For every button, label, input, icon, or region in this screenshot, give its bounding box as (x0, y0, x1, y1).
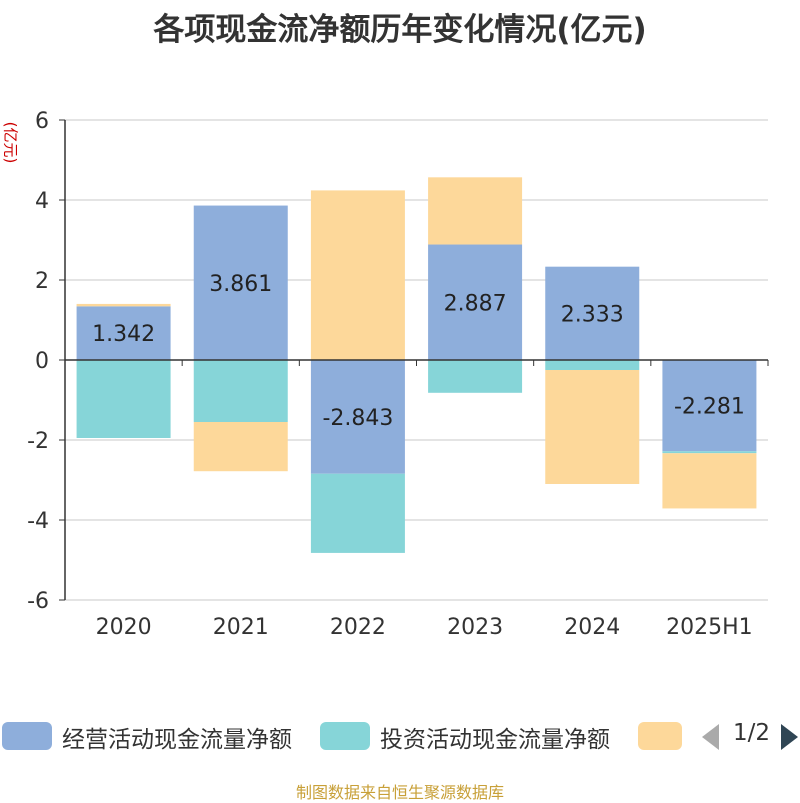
data-label: 1.342 (92, 322, 155, 347)
data-label: -2.281 (674, 395, 745, 420)
chart-area: 6 4 2 0 -2 -4 -6 1.342 3.861 -2.843 2.887 2.333 -2.2… (27, 109, 769, 640)
y-tick-label: -4 (27, 509, 49, 534)
legend-page-indicator: 1/2 (733, 720, 771, 746)
x-tick-label: 2023 (447, 615, 503, 640)
bar-series0-2021 (193, 205, 288, 360)
y-tick-label: -2 (27, 429, 49, 454)
data-label: 2.887 (444, 291, 507, 316)
y-tick-label: 0 (35, 349, 49, 374)
data-label: 2.333 (561, 302, 624, 327)
bar-series2-2023 (428, 177, 523, 245)
legend-prev-arrow-icon[interactable] (702, 724, 719, 750)
legend: 经营活动现金流量净额 投资活动现金流量净额 (0, 716, 800, 756)
legend-swatch-operating (2, 722, 52, 750)
bar-series1-2024 (545, 360, 640, 370)
x-tick-label: 2021 (213, 615, 269, 640)
source-note: 制图数据来自恒生聚源数据库 (295, 783, 504, 802)
legend-label-investing: 投资活动现金流量净额 (380, 727, 610, 753)
bar-series0-2024 (545, 266, 640, 360)
bar-series0-2023 (428, 244, 523, 360)
data-label: 3.861 (209, 272, 272, 297)
bar-series1-2020 (76, 360, 171, 438)
bar-series2-2022 (310, 190, 405, 360)
bar-series1-2023 (428, 360, 523, 393)
bar-series0-2025H1 (662, 360, 757, 452)
bar-series1-2022 (310, 473, 405, 553)
legend-label-operating: 经营活动现金流量净额 (62, 727, 292, 753)
bar-series2-2020 (76, 303, 171, 307)
x-tick-label: 2025H1 (666, 615, 753, 640)
x-tick-label: 2022 (330, 615, 386, 640)
bar-series1-2025H1 (662, 451, 757, 454)
legend-swatch-investing (320, 722, 370, 750)
y-tick-label: 2 (35, 269, 49, 294)
bar-series2-2021 (193, 422, 288, 472)
y-tick-label: 6 (35, 109, 49, 134)
y-tick-label: -6 (27, 589, 49, 614)
x-tick-label: 2024 (564, 615, 620, 640)
bar-series0-2020 (76, 306, 171, 360)
bar-series2-2025H1 (662, 453, 757, 509)
chart-title: 各项现金流净额历年变化情况(亿元) (153, 12, 647, 48)
legend-pager: 1/2 (700, 716, 800, 756)
bar-series1-2021 (193, 360, 288, 422)
y-tick-label: 4 (35, 189, 49, 214)
x-tick-label: 2020 (96, 615, 152, 640)
bar-series2-2024 (545, 370, 640, 484)
legend-next-arrow-icon[interactable] (781, 724, 798, 750)
legend-swatch-third (638, 722, 682, 750)
bar-series0-2022 (310, 360, 405, 474)
data-label: -2.843 (322, 406, 393, 431)
